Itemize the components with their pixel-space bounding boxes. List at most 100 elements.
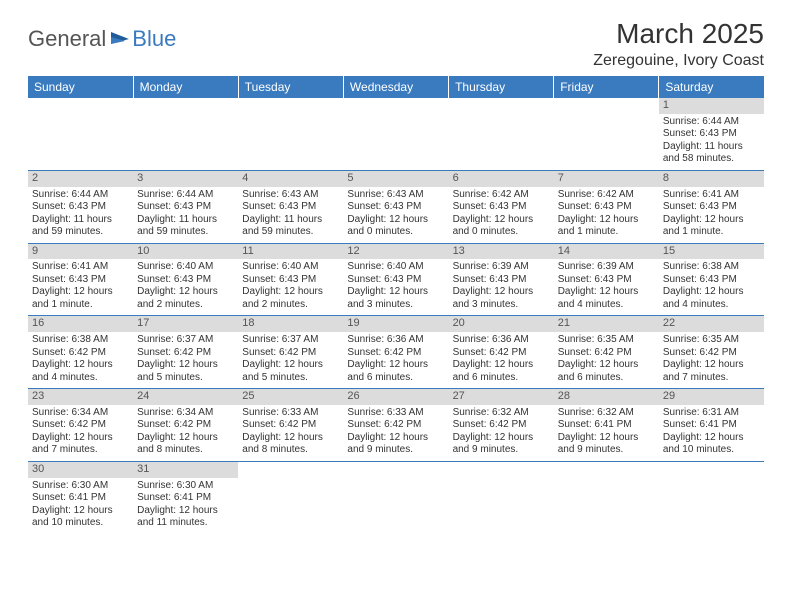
- day-body: Sunrise: 6:42 AMSunset: 6:43 PMDaylight:…: [554, 187, 659, 243]
- calendar-day-cell: 30Sunrise: 6:30 AMSunset: 6:41 PMDayligh…: [28, 461, 133, 533]
- daylight-text: Daylight: 12 hours and 9 minutes.: [453, 432, 550, 457]
- sunrise-text: Sunrise: 6:36 AM: [453, 334, 550, 347]
- calendar-day-cell: 21Sunrise: 6:35 AMSunset: 6:42 PMDayligh…: [554, 316, 659, 389]
- calendar-day-cell: 13Sunrise: 6:39 AMSunset: 6:43 PMDayligh…: [449, 243, 554, 316]
- sunset-text: Sunset: 6:43 PM: [32, 201, 129, 214]
- day-number: 14: [554, 244, 659, 260]
- calendar-week-row: 23Sunrise: 6:34 AMSunset: 6:42 PMDayligh…: [28, 389, 764, 462]
- sunrise-text: Sunrise: 6:43 AM: [347, 189, 444, 202]
- calendar-day-cell: 8Sunrise: 6:41 AMSunset: 6:43 PMDaylight…: [659, 170, 764, 243]
- calendar-body: 1Sunrise: 6:44 AMSunset: 6:43 PMDaylight…: [28, 98, 764, 534]
- day-body: Sunrise: 6:43 AMSunset: 6:43 PMDaylight:…: [343, 187, 448, 243]
- calendar-day-cell: 14Sunrise: 6:39 AMSunset: 6:43 PMDayligh…: [554, 243, 659, 316]
- day-number: 19: [343, 316, 448, 332]
- sunrise-text: Sunrise: 6:35 AM: [663, 334, 760, 347]
- sunset-text: Sunset: 6:42 PM: [558, 347, 655, 360]
- weekday-header: Saturday: [659, 76, 764, 98]
- sunset-text: Sunset: 6:43 PM: [558, 274, 655, 287]
- day-body: Sunrise: 6:35 AMSunset: 6:42 PMDaylight:…: [659, 332, 764, 388]
- calendar-empty-cell: [659, 461, 764, 533]
- calendar-day-cell: 10Sunrise: 6:40 AMSunset: 6:43 PMDayligh…: [133, 243, 238, 316]
- day-number: 3: [133, 171, 238, 187]
- day-number: 13: [449, 244, 554, 260]
- day-number: 12: [343, 244, 448, 260]
- calendar-week-row: 9Sunrise: 6:41 AMSunset: 6:43 PMDaylight…: [28, 243, 764, 316]
- weekday-header: Friday: [554, 76, 659, 98]
- sunrise-text: Sunrise: 6:38 AM: [663, 261, 760, 274]
- calendar-day-cell: 22Sunrise: 6:35 AMSunset: 6:42 PMDayligh…: [659, 316, 764, 389]
- sunset-text: Sunset: 6:42 PM: [242, 419, 339, 432]
- daylight-text: Daylight: 12 hours and 4 minutes.: [663, 286, 760, 311]
- sunrise-text: Sunrise: 6:30 AM: [32, 480, 129, 493]
- day-body: Sunrise: 6:40 AMSunset: 6:43 PMDaylight:…: [238, 259, 343, 315]
- calendar-week-row: 1Sunrise: 6:44 AMSunset: 6:43 PMDaylight…: [28, 98, 764, 170]
- weekday-header-row: SundayMondayTuesdayWednesdayThursdayFrid…: [28, 76, 764, 98]
- sunset-text: Sunset: 6:42 PM: [347, 347, 444, 360]
- sunrise-text: Sunrise: 6:36 AM: [347, 334, 444, 347]
- page-title: March 2025: [593, 18, 764, 50]
- sunset-text: Sunset: 6:43 PM: [242, 201, 339, 214]
- sunset-text: Sunset: 6:43 PM: [347, 201, 444, 214]
- sunrise-text: Sunrise: 6:42 AM: [558, 189, 655, 202]
- sunset-text: Sunset: 6:42 PM: [453, 419, 550, 432]
- sunset-text: Sunset: 6:41 PM: [137, 492, 234, 505]
- daylight-text: Daylight: 12 hours and 7 minutes.: [32, 432, 129, 457]
- day-number: 23: [28, 389, 133, 405]
- sunrise-text: Sunrise: 6:34 AM: [137, 407, 234, 420]
- calendar-day-cell: 29Sunrise: 6:31 AMSunset: 6:41 PMDayligh…: [659, 389, 764, 462]
- daylight-text: Daylight: 12 hours and 8 minutes.: [242, 432, 339, 457]
- logo-text-general: General: [28, 26, 106, 52]
- day-number: 4: [238, 171, 343, 187]
- sunrise-text: Sunrise: 6:43 AM: [242, 189, 339, 202]
- calendar-day-cell: 1Sunrise: 6:44 AMSunset: 6:43 PMDaylight…: [659, 98, 764, 170]
- day-body: Sunrise: 6:30 AMSunset: 6:41 PMDaylight:…: [133, 478, 238, 534]
- sunrise-text: Sunrise: 6:44 AM: [32, 189, 129, 202]
- sunset-text: Sunset: 6:42 PM: [242, 347, 339, 360]
- calendar-day-cell: 26Sunrise: 6:33 AMSunset: 6:42 PMDayligh…: [343, 389, 448, 462]
- sunrise-text: Sunrise: 6:38 AM: [32, 334, 129, 347]
- logo-flag-icon: [111, 26, 131, 52]
- calendar-day-cell: 2Sunrise: 6:44 AMSunset: 6:43 PMDaylight…: [28, 170, 133, 243]
- day-body: Sunrise: 6:34 AMSunset: 6:42 PMDaylight:…: [133, 405, 238, 461]
- sunrise-text: Sunrise: 6:33 AM: [242, 407, 339, 420]
- daylight-text: Daylight: 11 hours and 59 minutes.: [137, 214, 234, 239]
- daylight-text: Daylight: 12 hours and 1 minute.: [663, 214, 760, 239]
- day-body: Sunrise: 6:41 AMSunset: 6:43 PMDaylight:…: [659, 187, 764, 243]
- calendar-day-cell: 9Sunrise: 6:41 AMSunset: 6:43 PMDaylight…: [28, 243, 133, 316]
- sunrise-text: Sunrise: 6:34 AM: [32, 407, 129, 420]
- day-body: Sunrise: 6:36 AMSunset: 6:42 PMDaylight:…: [343, 332, 448, 388]
- day-body: Sunrise: 6:38 AMSunset: 6:43 PMDaylight:…: [659, 259, 764, 315]
- day-body: Sunrise: 6:31 AMSunset: 6:41 PMDaylight:…: [659, 405, 764, 461]
- weekday-header: Sunday: [28, 76, 133, 98]
- day-number: 31: [133, 462, 238, 478]
- sunset-text: Sunset: 6:43 PM: [32, 274, 129, 287]
- daylight-text: Daylight: 12 hours and 2 minutes.: [242, 286, 339, 311]
- sunrise-text: Sunrise: 6:35 AM: [558, 334, 655, 347]
- daylight-text: Daylight: 12 hours and 4 minutes.: [558, 286, 655, 311]
- sunset-text: Sunset: 6:43 PM: [558, 201, 655, 214]
- day-number: 20: [449, 316, 554, 332]
- calendar-day-cell: 4Sunrise: 6:43 AMSunset: 6:43 PMDaylight…: [238, 170, 343, 243]
- day-body: Sunrise: 6:40 AMSunset: 6:43 PMDaylight:…: [133, 259, 238, 315]
- calendar-day-cell: 7Sunrise: 6:42 AMSunset: 6:43 PMDaylight…: [554, 170, 659, 243]
- calendar-day-cell: 12Sunrise: 6:40 AMSunset: 6:43 PMDayligh…: [343, 243, 448, 316]
- sunset-text: Sunset: 6:41 PM: [32, 492, 129, 505]
- day-body: Sunrise: 6:39 AMSunset: 6:43 PMDaylight:…: [449, 259, 554, 315]
- calendar-empty-cell: [28, 98, 133, 170]
- sunrise-text: Sunrise: 6:37 AM: [242, 334, 339, 347]
- calendar-day-cell: 11Sunrise: 6:40 AMSunset: 6:43 PMDayligh…: [238, 243, 343, 316]
- daylight-text: Daylight: 12 hours and 0 minutes.: [347, 214, 444, 239]
- calendar-week-row: 30Sunrise: 6:30 AMSunset: 6:41 PMDayligh…: [28, 461, 764, 533]
- logo: General Blue: [28, 18, 176, 52]
- sunset-text: Sunset: 6:43 PM: [453, 201, 550, 214]
- sunrise-text: Sunrise: 6:39 AM: [453, 261, 550, 274]
- calendar-empty-cell: [343, 98, 448, 170]
- calendar-day-cell: 5Sunrise: 6:43 AMSunset: 6:43 PMDaylight…: [343, 170, 448, 243]
- day-number: 9: [28, 244, 133, 260]
- sunrise-text: Sunrise: 6:41 AM: [663, 189, 760, 202]
- sunset-text: Sunset: 6:41 PM: [558, 419, 655, 432]
- day-body: Sunrise: 6:35 AMSunset: 6:42 PMDaylight:…: [554, 332, 659, 388]
- calendar-empty-cell: [238, 98, 343, 170]
- day-body: Sunrise: 6:32 AMSunset: 6:42 PMDaylight:…: [449, 405, 554, 461]
- day-body: Sunrise: 6:33 AMSunset: 6:42 PMDaylight:…: [343, 405, 448, 461]
